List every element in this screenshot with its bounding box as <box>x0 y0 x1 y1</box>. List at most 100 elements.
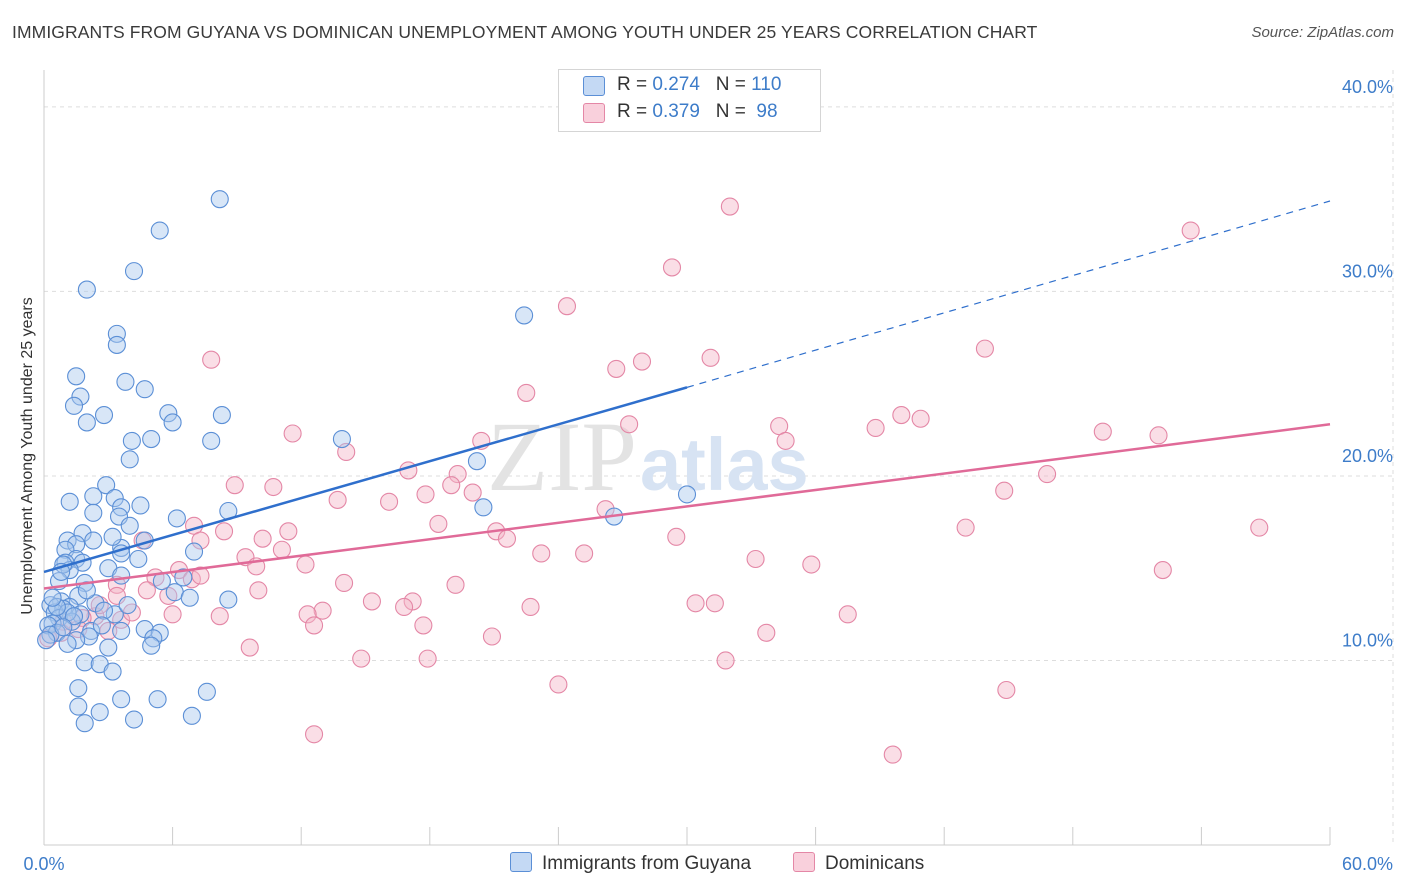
guyana-point <box>43 588 62 607</box>
dominicans-point <box>414 616 433 635</box>
dominicans-point <box>532 544 551 563</box>
guyana-point <box>332 429 351 449</box>
dominicans-point <box>380 492 399 511</box>
guyana-point <box>75 714 94 733</box>
guyana-point <box>131 496 150 515</box>
dominicans-point <box>296 555 315 574</box>
legend: R = 0.274 N = 110 R = 0.379 N = 98 <box>558 69 821 132</box>
guyana-trend-line <box>43 386 688 574</box>
source-label: Source: ZipAtlas.com <box>1251 24 1394 41</box>
dominicans-point <box>892 406 911 425</box>
dominicans-point <box>956 518 975 537</box>
guyana-point <box>94 601 114 620</box>
guyana-point <box>120 516 139 535</box>
dominicans-point <box>705 594 724 613</box>
guyana-point <box>219 590 238 609</box>
dominicans-point <box>395 597 414 617</box>
dominicans-point <box>446 575 465 594</box>
dominicans-point <box>253 529 272 548</box>
guyana-point <box>105 489 124 508</box>
dominicans-point <box>210 607 229 626</box>
guyana-point <box>60 492 79 511</box>
guyana-point <box>94 406 114 425</box>
guyana-point <box>210 190 229 209</box>
guyana-point <box>54 618 73 637</box>
dominicans-point <box>442 476 461 495</box>
dominicans-point <box>686 594 705 613</box>
guyana-point <box>122 431 141 450</box>
axes <box>43 70 1331 846</box>
legend-n-value: 98 <box>751 101 778 122</box>
dominicans-point <box>240 638 259 657</box>
dominicans-point <box>1093 422 1112 441</box>
guyana-point <box>116 372 135 391</box>
legend-r-label: R = <box>617 74 653 95</box>
dominicans-point <box>305 725 324 744</box>
dominicans-point <box>557 297 577 316</box>
dominicans-point <box>883 745 902 764</box>
guyana-point <box>112 566 131 585</box>
guyana-point <box>97 476 116 495</box>
dominicans-point <box>191 531 210 550</box>
guyana-point <box>107 335 126 354</box>
dominicans-point <box>362 592 381 611</box>
legend-swatch-dominicans <box>583 103 605 123</box>
dominicans-point <box>1038 465 1057 484</box>
guyana-point <box>118 596 137 615</box>
guyana-point <box>184 542 204 561</box>
guyana-point <box>77 413 96 432</box>
watermark-zip: ZIP <box>487 401 637 512</box>
dominicans-point <box>838 605 857 624</box>
bottom-legend-label-guyana: Immigrants from Guyana <box>542 853 752 874</box>
guyana-point <box>71 387 90 406</box>
dominicans-point <box>137 581 156 600</box>
guyana-point <box>142 636 161 655</box>
guyana-point <box>67 367 86 386</box>
dominicans-point <box>272 540 291 559</box>
legend-n-label: N = <box>715 74 752 95</box>
guyana-point <box>64 396 84 415</box>
dominicans-point <box>662 258 682 277</box>
dominicans-point <box>482 627 502 646</box>
dominicans-point <box>997 680 1016 700</box>
dominicans-point <box>283 424 302 443</box>
dominicans-point <box>202 350 221 369</box>
guyana-point <box>69 679 88 698</box>
dominicans-point <box>429 514 448 533</box>
guyana-point <box>165 583 184 602</box>
guyana-points <box>37 190 697 733</box>
dominicans-point <box>995 481 1014 500</box>
guyana-point <box>73 524 92 543</box>
bottom-legend-guyana: Immigrants from Guyana <box>510 852 751 875</box>
guyana-point <box>67 535 86 554</box>
dominicans-point <box>667 527 686 546</box>
guyana-point <box>69 697 88 716</box>
dominicans-point <box>632 352 652 371</box>
guyana-point <box>124 710 144 729</box>
guyana-point <box>474 498 493 517</box>
dominicans-point <box>517 383 536 402</box>
guyana-point <box>212 406 231 425</box>
dominicans-point <box>313 601 332 620</box>
dominicans-point <box>620 415 639 434</box>
dominicans-point <box>335 573 354 593</box>
dominicans-point <box>776 431 795 450</box>
dominicans-point <box>521 597 540 617</box>
guyana-point <box>112 690 131 709</box>
y-tick-label: 10.0% <box>1342 630 1393 650</box>
guyana-point <box>99 638 118 657</box>
dominicans-point <box>214 522 234 541</box>
dominicans-point <box>802 555 821 574</box>
dominicans-point <box>279 522 298 541</box>
guyana-point <box>197 682 216 701</box>
guyana-point <box>120 450 139 469</box>
guyana-point <box>37 631 56 650</box>
guyana-point <box>58 634 77 653</box>
legend-n-value: 110 <box>751 74 782 95</box>
guyana-point <box>84 531 103 550</box>
dominicans-point <box>549 675 568 694</box>
guyana-point <box>129 549 148 569</box>
bottom-legend-label-dominicans: Dominicans <box>825 853 925 874</box>
dominicans-point <box>352 649 371 668</box>
dominicans-point <box>448 465 467 484</box>
